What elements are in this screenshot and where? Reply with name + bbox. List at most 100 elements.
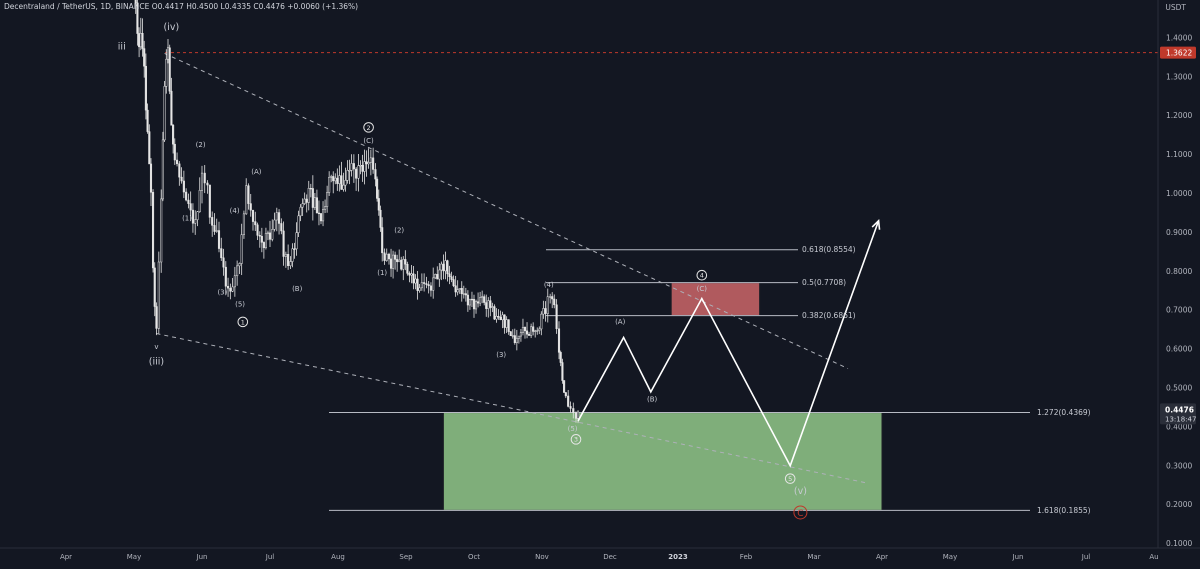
wave-label: (v) — [794, 486, 807, 497]
candle-body — [440, 263, 443, 271]
candle-body — [262, 242, 265, 249]
candle-body — [519, 332, 522, 337]
candle-body — [423, 282, 426, 284]
wave-label: (A) — [251, 168, 262, 176]
candle-body — [163, 86, 166, 141]
circled-wave-marker — [784, 473, 796, 484]
candle-body — [287, 254, 290, 266]
candle-body — [227, 285, 230, 289]
candle-body — [254, 221, 257, 226]
candle-body — [348, 170, 351, 172]
candle-body — [138, 33, 141, 48]
circled-wave-marker — [570, 434, 582, 445]
candle-body — [178, 163, 181, 178]
wave-label: (3) — [217, 289, 227, 297]
time-tick-label: May — [127, 553, 141, 561]
candle-body — [141, 33, 144, 49]
candle-body — [553, 298, 556, 306]
candle-body — [282, 230, 285, 257]
candle-body — [321, 209, 325, 222]
candle-body — [275, 212, 278, 221]
candle-body — [563, 380, 566, 393]
candle-body — [319, 213, 323, 222]
candle-body — [330, 176, 333, 178]
candle-body — [489, 300, 492, 308]
time-tick-label: Apr — [60, 553, 72, 561]
candle-body — [222, 257, 225, 268]
candle-body — [458, 288, 461, 290]
candle-body — [534, 330, 537, 332]
price-tick-label: 0.8000 — [1166, 267, 1192, 276]
last-price-badge — [1160, 46, 1196, 59]
candle-body — [211, 217, 214, 226]
candle-body — [361, 165, 364, 172]
candle-body — [462, 293, 465, 295]
fib-label: 1.272(0.4369) — [1037, 408, 1091, 417]
candle-body — [479, 297, 482, 304]
candle-body — [157, 261, 160, 329]
candle-body — [194, 219, 197, 224]
candle-body — [196, 211, 199, 220]
candle-body — [487, 300, 490, 309]
symbol-name: Decentraland / TetherUS, 1D, BINANCE — [4, 2, 150, 11]
candle-body — [425, 283, 428, 285]
candle-body — [499, 316, 502, 321]
circled-wave-label: 1 — [241, 318, 245, 326]
candle-body — [501, 314, 504, 321]
wave-label: (4) — [544, 281, 554, 289]
wave-label: (iii) — [149, 357, 164, 368]
candle-body — [576, 411, 580, 419]
candle-body — [402, 259, 405, 270]
candle-body — [523, 327, 527, 332]
candle-body — [521, 327, 525, 333]
time-tick-label: Jul — [1081, 553, 1091, 561]
candle-body — [513, 335, 516, 343]
candle-body — [536, 330, 539, 332]
price-tick-label: 0.4000 — [1166, 422, 1192, 431]
time-tick-label: Apr — [876, 553, 888, 561]
candle-body — [307, 188, 310, 203]
candle-body — [224, 266, 227, 287]
current-price-label: 0.4476 — [1165, 405, 1194, 414]
time-tick-label: Jun — [1012, 553, 1024, 561]
candle-body — [309, 188, 312, 190]
wave-label: (B) — [292, 285, 303, 293]
candle-body — [414, 278, 417, 284]
wave-label: (3) — [496, 351, 506, 359]
candle-body — [468, 298, 471, 306]
candle-body — [511, 335, 514, 337]
candle-body — [429, 285, 432, 291]
candle-body — [161, 139, 164, 200]
candle-body — [383, 252, 386, 261]
candle-body — [477, 301, 480, 304]
candle-body — [268, 232, 272, 240]
candle-body — [340, 175, 343, 190]
candle-body — [295, 232, 298, 250]
time-tick-label: Aug — [331, 553, 345, 561]
candle-body — [357, 165, 360, 179]
candle-body — [297, 215, 300, 233]
candle-body — [460, 288, 463, 295]
candle-body — [332, 176, 335, 182]
candle-body — [559, 352, 562, 363]
candle-body — [313, 197, 316, 208]
candle-body — [525, 330, 529, 335]
price-tick-label: 0.2000 — [1166, 500, 1192, 509]
fib-label: 0.618(0.8554) — [802, 245, 856, 254]
circled-wave-marker — [237, 316, 249, 328]
candle-body — [470, 298, 474, 301]
candle-body — [491, 306, 494, 308]
candle-body — [442, 263, 445, 272]
current-price-badge — [1160, 403, 1196, 425]
candle-body — [444, 260, 447, 272]
candle-body — [271, 229, 274, 240]
candle-body — [134, 0, 137, 4]
candle-body — [379, 209, 382, 228]
candle-body — [481, 296, 484, 298]
currency-label: USDT — [1165, 3, 1186, 12]
price-tick-label: 1.1000 — [1166, 150, 1192, 159]
candle-body — [367, 162, 370, 165]
open-value: O0.4417 — [151, 2, 184, 11]
candle-body — [236, 265, 239, 277]
